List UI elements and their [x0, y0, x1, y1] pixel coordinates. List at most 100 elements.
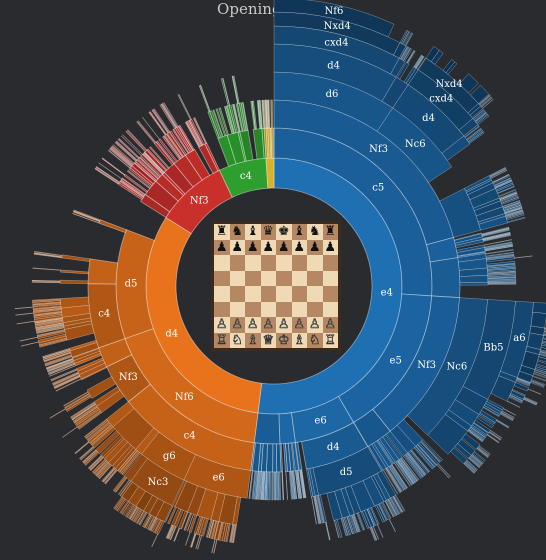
- move-arc-other[interactable]: [499, 191, 517, 199]
- move-arc-other[interactable]: [95, 462, 109, 477]
- move-arc-other[interactable]: [235, 103, 244, 132]
- move-arc-other[interactable]: [91, 458, 106, 473]
- move-arc-other[interactable]: [20, 341, 39, 347]
- move-arc-other[interactable]: [300, 469, 306, 499]
- move-arc-other[interactable]: [42, 349, 71, 359]
- move-arc-other[interactable]: [259, 471, 263, 500]
- move-arc-other[interactable]: [91, 426, 116, 449]
- move-arc-other[interactable]: [135, 490, 153, 512]
- move-arc-other[interactable]: [470, 454, 483, 465]
- move-arc-other[interactable]: [487, 282, 517, 285]
- move-arc-other[interactable]: [372, 525, 380, 540]
- move-arc-other[interactable]: [400, 457, 419, 482]
- move-arc-other[interactable]: [486, 263, 516, 267]
- move-arc-other[interactable]: [300, 469, 306, 498]
- move-arc-other[interactable]: [83, 451, 99, 465]
- move-arc-other[interactable]: [463, 463, 475, 474]
- move-arc-other[interactable]: [487, 267, 516, 271]
- move-arc-other[interactable]: [413, 446, 434, 470]
- move-arc-other[interactable]: [129, 165, 154, 187]
- move-arc-other[interactable]: [251, 442, 262, 472]
- move-arc-other[interactable]: [172, 480, 187, 508]
- move-arc-other[interactable]: [388, 466, 405, 491]
- move-arc-other[interactable]: [84, 418, 108, 438]
- move-arc-other[interactable]: [417, 444, 438, 466]
- move-arc-other[interactable]: [467, 429, 484, 442]
- move-arc-d4[interactable]: [145, 216, 263, 414]
- move-arc-other[interactable]: [523, 398, 537, 406]
- move-arc-other[interactable]: [402, 31, 411, 45]
- move-arc-other[interactable]: [387, 499, 397, 516]
- move-arc-other[interactable]: [498, 189, 517, 198]
- move-arc-other[interactable]: [163, 102, 179, 127]
- move-arc-other[interactable]: [484, 241, 513, 248]
- move-arc-other[interactable]: [36, 327, 65, 334]
- move-arc-other[interactable]: [478, 412, 496, 425]
- move-arc-other[interactable]: [470, 454, 483, 466]
- move-arc-other[interactable]: [42, 350, 71, 360]
- move-arc-other[interactable]: [35, 325, 65, 333]
- move-arc-other[interactable]: [102, 157, 126, 176]
- move-arc-other[interactable]: [212, 520, 219, 540]
- move-arc-other[interactable]: [470, 426, 486, 439]
- move-arc-other[interactable]: [252, 128, 265, 160]
- move-arc-other[interactable]: [474, 112, 487, 123]
- move-arc-other[interactable]: [72, 404, 98, 423]
- move-arc-other[interactable]: [262, 99, 266, 129]
- move-arc-other[interactable]: [469, 105, 484, 119]
- move-arc-other[interactable]: [472, 109, 486, 121]
- move-arc-other[interactable]: [147, 516, 156, 531]
- move-arc-other[interactable]: [47, 360, 75, 372]
- move-arc-other[interactable]: [506, 400, 521, 408]
- move-arc-other[interactable]: [166, 133, 184, 158]
- move-arc-other[interactable]: [150, 517, 159, 532]
- move-arc-other[interactable]: [482, 232, 511, 241]
- move-arc-other[interactable]: [114, 141, 137, 162]
- move-arc-other[interactable]: [485, 251, 514, 257]
- move-arc-other[interactable]: [371, 526, 378, 541]
- move-arc-other[interactable]: [151, 109, 169, 134]
- move-arc-other[interactable]: [492, 174, 511, 185]
- move-arc-other[interactable]: [536, 360, 546, 368]
- move-arc-other[interactable]: [508, 396, 523, 404]
- move-arc-other[interactable]: [541, 340, 546, 345]
- move-arc-other[interactable]: [300, 469, 306, 499]
- move-arc-other[interactable]: [115, 141, 138, 162]
- move-arc-other[interactable]: [223, 523, 230, 542]
- move-arc-other[interactable]: [448, 399, 480, 427]
- move-arc-other[interactable]: [309, 467, 319, 497]
- move-arc-other[interactable]: [151, 533, 159, 548]
- move-arc-other[interactable]: [84, 419, 108, 439]
- move-arc-other[interactable]: [382, 434, 403, 460]
- move-arc-other[interactable]: [89, 456, 104, 471]
- move-arc-other[interactable]: [49, 365, 76, 377]
- move-arc-other[interactable]: [259, 100, 263, 129]
- move-arc-other[interactable]: [494, 179, 512, 188]
- move-arc-other[interactable]: [19, 336, 38, 342]
- move-arc-other[interactable]: [487, 433, 500, 443]
- move-arc-other[interactable]: [514, 255, 533, 259]
- move-arc-other[interactable]: [482, 232, 511, 240]
- move-arc-other[interactable]: [261, 471, 264, 500]
- move-arc-other[interactable]: [15, 312, 34, 316]
- move-arc-other[interactable]: [352, 514, 360, 533]
- move-arc-other[interactable]: [299, 469, 305, 499]
- move-arc-other[interactable]: [534, 368, 546, 374]
- move-arc-other[interactable]: [233, 75, 240, 104]
- move-arc-other[interactable]: [116, 140, 138, 161]
- move-arc-other[interactable]: [136, 121, 156, 144]
- move-arc-other[interactable]: [385, 467, 402, 493]
- move-arc-other[interactable]: [184, 512, 193, 531]
- move-arc-other[interactable]: [190, 533, 196, 548]
- move-arc-other[interactable]: [53, 375, 81, 388]
- move-arc-other[interactable]: [503, 204, 522, 212]
- move-arc-other[interactable]: [35, 321, 64, 328]
- move-arc-other[interactable]: [86, 421, 110, 441]
- move-arc-other[interactable]: [98, 464, 112, 479]
- move-arc-other[interactable]: [33, 308, 62, 313]
- move-arc-other[interactable]: [530, 381, 545, 388]
- move-arc-other[interactable]: [477, 213, 507, 225]
- move-arc-other[interactable]: [263, 99, 267, 129]
- move-arc-other[interactable]: [35, 324, 64, 332]
- move-arc-other[interactable]: [392, 496, 403, 513]
